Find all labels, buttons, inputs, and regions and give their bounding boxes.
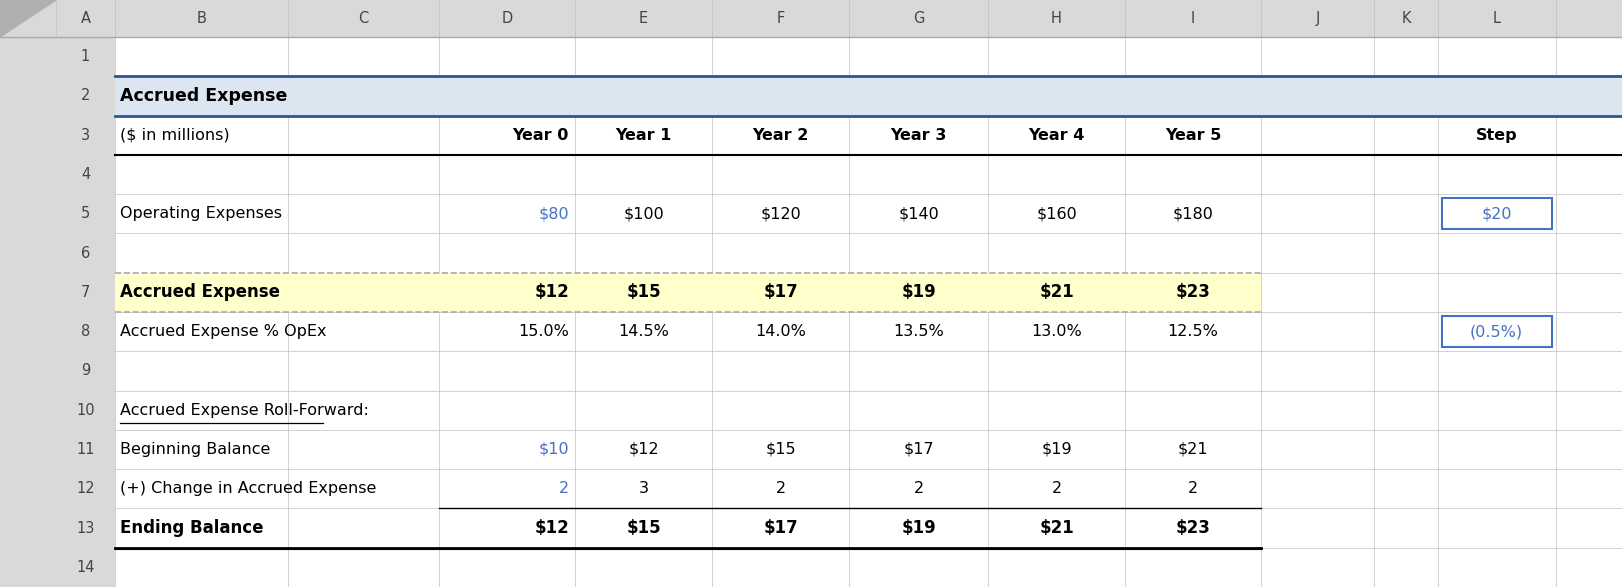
Text: $20: $20 xyxy=(1481,206,1512,221)
Text: 2: 2 xyxy=(1187,481,1199,496)
Text: 3: 3 xyxy=(639,481,649,496)
Text: $12: $12 xyxy=(628,442,659,457)
Text: Step: Step xyxy=(1476,128,1518,143)
Text: 12.5%: 12.5% xyxy=(1168,324,1218,339)
Text: L: L xyxy=(1492,11,1500,26)
Text: $10: $10 xyxy=(539,442,569,457)
Text: 14.5%: 14.5% xyxy=(618,324,670,339)
Text: F: F xyxy=(777,11,785,26)
Text: $23: $23 xyxy=(1176,284,1210,301)
Text: K: K xyxy=(1401,11,1411,26)
Text: 3: 3 xyxy=(81,128,91,143)
Text: Accrued Expense % OpEx: Accrued Expense % OpEx xyxy=(120,324,326,339)
Text: 10: 10 xyxy=(76,403,94,418)
Text: 15.0%: 15.0% xyxy=(517,324,569,339)
Text: $140: $140 xyxy=(899,206,939,221)
Text: $15: $15 xyxy=(766,442,796,457)
Text: E: E xyxy=(639,11,649,26)
Text: Year 4: Year 4 xyxy=(1028,128,1085,143)
Text: Year 0: Year 0 xyxy=(513,128,569,143)
Text: $19: $19 xyxy=(902,519,936,537)
Text: $15: $15 xyxy=(626,284,660,301)
Text: 2: 2 xyxy=(775,481,785,496)
Text: 9: 9 xyxy=(81,363,91,379)
Text: H: H xyxy=(1051,11,1062,26)
Text: 2: 2 xyxy=(1051,481,1061,496)
Text: 14: 14 xyxy=(76,560,94,575)
Bar xyxy=(1442,198,1552,230)
Bar xyxy=(0,0,1622,37)
Text: J: J xyxy=(1315,11,1320,26)
Text: Accrued Expense: Accrued Expense xyxy=(120,87,287,105)
Text: $100: $100 xyxy=(623,206,663,221)
Text: I: I xyxy=(1191,11,1195,26)
Text: $15: $15 xyxy=(626,519,660,537)
Text: (0.5%): (0.5%) xyxy=(1470,324,1523,339)
Bar xyxy=(115,76,1622,116)
Text: Accrued Expense: Accrued Expense xyxy=(120,284,281,301)
Text: 5: 5 xyxy=(81,206,91,221)
Text: D: D xyxy=(501,11,513,26)
Text: Year 2: Year 2 xyxy=(753,128,809,143)
Polygon shape xyxy=(0,0,57,37)
Text: 7: 7 xyxy=(81,285,91,300)
Text: 13.0%: 13.0% xyxy=(1032,324,1082,339)
Text: Accrued Expense Roll-Forward:: Accrued Expense Roll-Forward: xyxy=(120,403,368,418)
Text: $80: $80 xyxy=(539,206,569,221)
Bar xyxy=(115,273,1260,312)
Text: $120: $120 xyxy=(761,206,801,221)
Text: Ending Balance: Ending Balance xyxy=(120,519,263,537)
Text: 1: 1 xyxy=(81,49,91,64)
Text: $180: $180 xyxy=(1173,206,1213,221)
Text: $19: $19 xyxy=(1041,442,1072,457)
Text: B: B xyxy=(196,11,206,26)
Text: 14.0%: 14.0% xyxy=(756,324,806,339)
Text: Beginning Balance: Beginning Balance xyxy=(120,442,271,457)
Text: 13: 13 xyxy=(76,521,94,535)
Text: Operating Expenses: Operating Expenses xyxy=(120,206,282,221)
Text: $160: $160 xyxy=(1036,206,1077,221)
Text: Year 1: Year 1 xyxy=(615,128,672,143)
Text: ($ in millions): ($ in millions) xyxy=(120,128,230,143)
Text: $17: $17 xyxy=(903,442,934,457)
Text: C: C xyxy=(358,11,368,26)
Text: $12: $12 xyxy=(534,519,569,537)
Text: $21: $21 xyxy=(1040,284,1074,301)
Text: 12: 12 xyxy=(76,481,94,496)
Bar xyxy=(1442,316,1552,348)
Text: $17: $17 xyxy=(764,519,798,537)
Text: 2: 2 xyxy=(81,89,91,103)
Text: $21: $21 xyxy=(1178,442,1208,457)
Text: (+) Change in Accrued Expense: (+) Change in Accrued Expense xyxy=(120,481,376,496)
Text: Year 3: Year 3 xyxy=(890,128,947,143)
Text: $23: $23 xyxy=(1176,519,1210,537)
Text: 2: 2 xyxy=(560,481,569,496)
Text: $17: $17 xyxy=(764,284,798,301)
Text: G: G xyxy=(913,11,925,26)
Text: $12: $12 xyxy=(534,284,569,301)
Text: 2: 2 xyxy=(913,481,923,496)
Bar xyxy=(0,37,115,587)
Text: A: A xyxy=(81,11,91,26)
Text: 11: 11 xyxy=(76,442,94,457)
Text: 4: 4 xyxy=(81,167,91,182)
Text: $21: $21 xyxy=(1040,519,1074,537)
Text: Year 5: Year 5 xyxy=(1165,128,1221,143)
Text: $19: $19 xyxy=(902,284,936,301)
Text: 6: 6 xyxy=(81,245,91,261)
Text: 8: 8 xyxy=(81,324,91,339)
Text: 13.5%: 13.5% xyxy=(894,324,944,339)
